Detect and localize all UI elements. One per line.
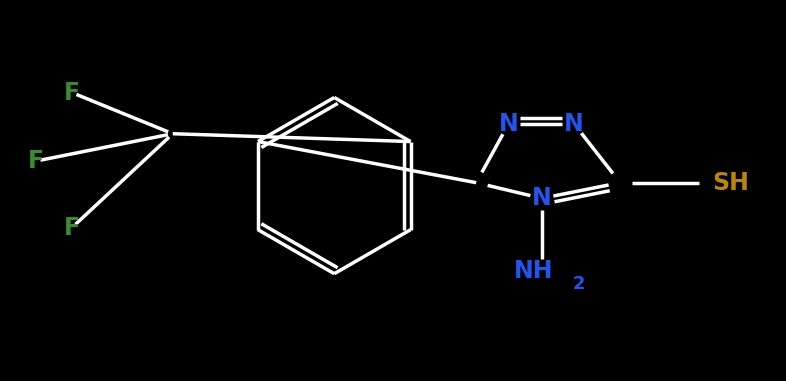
Text: N: N (532, 186, 552, 210)
Text: NH: NH (514, 259, 553, 283)
Text: F: F (64, 81, 80, 105)
Text: N: N (564, 112, 584, 136)
Text: F: F (64, 216, 80, 240)
Text: 2: 2 (573, 274, 586, 293)
Text: F: F (28, 149, 44, 173)
Text: SH: SH (712, 171, 749, 195)
Text: N: N (498, 112, 519, 136)
